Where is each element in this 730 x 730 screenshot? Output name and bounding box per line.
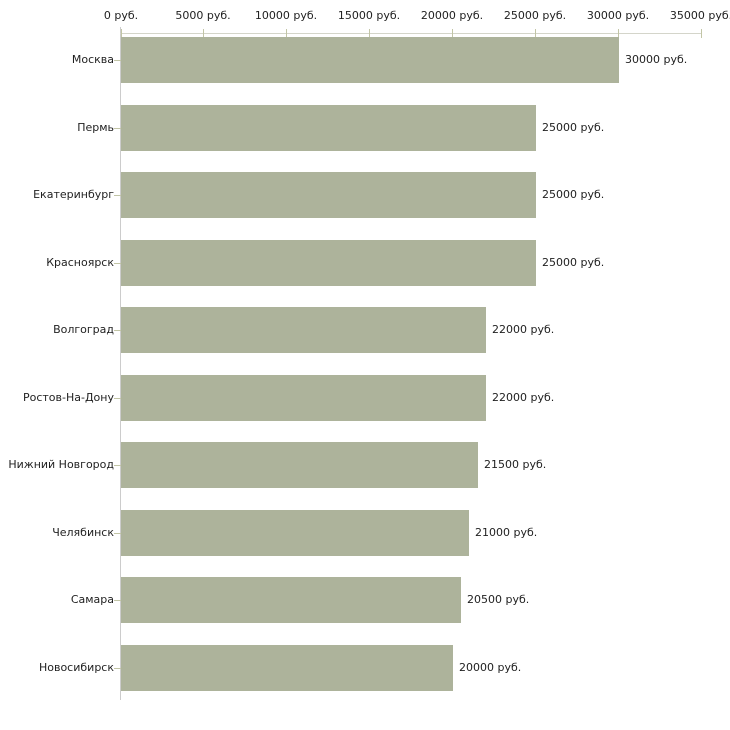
category-label: Нижний Новгород (8, 458, 114, 471)
x-tick-label: 20000 руб. (420, 9, 484, 22)
value-label: 25000 руб. (542, 256, 605, 269)
x-tick-label: 35000 руб. (669, 9, 730, 22)
x-tick-mark (121, 29, 122, 38)
x-tick-mark (452, 29, 453, 38)
x-tick-mark (203, 29, 204, 38)
category-label: Екатеринбург (33, 188, 114, 201)
category-tick-mark (114, 533, 121, 534)
x-tick-mark (618, 29, 619, 38)
category-tick-mark (114, 465, 121, 466)
bar (121, 375, 486, 421)
value-label: 25000 руб. (542, 188, 605, 201)
bar (121, 510, 469, 556)
category-tick-mark (114, 600, 121, 601)
bar (121, 37, 619, 83)
bar (121, 442, 478, 488)
category-label: Красноярск (46, 256, 114, 269)
value-label: 25000 руб. (542, 121, 605, 134)
category-label: Самара (70, 593, 114, 606)
bar (121, 577, 461, 623)
category-tick-mark (114, 263, 121, 264)
x-tick-mark (701, 29, 702, 38)
value-label: 30000 руб. (625, 53, 688, 66)
category-label: Пермь (77, 121, 114, 134)
x-tick-label: 25000 руб. (503, 9, 567, 22)
category-tick-mark (114, 398, 121, 399)
category-label: Москва (71, 53, 114, 66)
value-label: 22000 руб. (492, 323, 555, 336)
value-label: 20500 руб. (467, 593, 530, 606)
x-tick-mark (286, 29, 287, 38)
bar (121, 307, 486, 353)
category-label: Челябинск (52, 526, 114, 539)
x-tick-label: 5000 руб. (175, 9, 231, 22)
x-tick-mark (535, 29, 536, 38)
bar (121, 645, 453, 691)
x-tick-label: 15000 руб. (337, 9, 401, 22)
value-label: 20000 руб. (459, 661, 522, 674)
category-tick-mark (114, 60, 121, 61)
bar (121, 105, 536, 151)
value-label: 21500 руб. (484, 458, 547, 471)
category-tick-mark (114, 668, 121, 669)
x-axis-line (120, 33, 702, 34)
category-label: Новосибирск (38, 661, 114, 674)
x-tick-label: 0 руб. (103, 9, 139, 22)
x-tick-mark (369, 29, 370, 38)
x-tick-label: 30000 руб. (586, 9, 650, 22)
bar (121, 240, 536, 286)
category-label: Волгоград (53, 323, 114, 336)
category-tick-mark (114, 128, 121, 129)
value-label: 22000 руб. (492, 391, 555, 404)
category-label: Ростов-На-Дону (22, 391, 114, 404)
bar (121, 172, 536, 218)
value-label: 21000 руб. (475, 526, 538, 539)
category-tick-mark (114, 195, 121, 196)
category-tick-mark (114, 330, 121, 331)
y-axis-line (120, 27, 121, 700)
x-tick-label: 10000 руб. (254, 9, 318, 22)
